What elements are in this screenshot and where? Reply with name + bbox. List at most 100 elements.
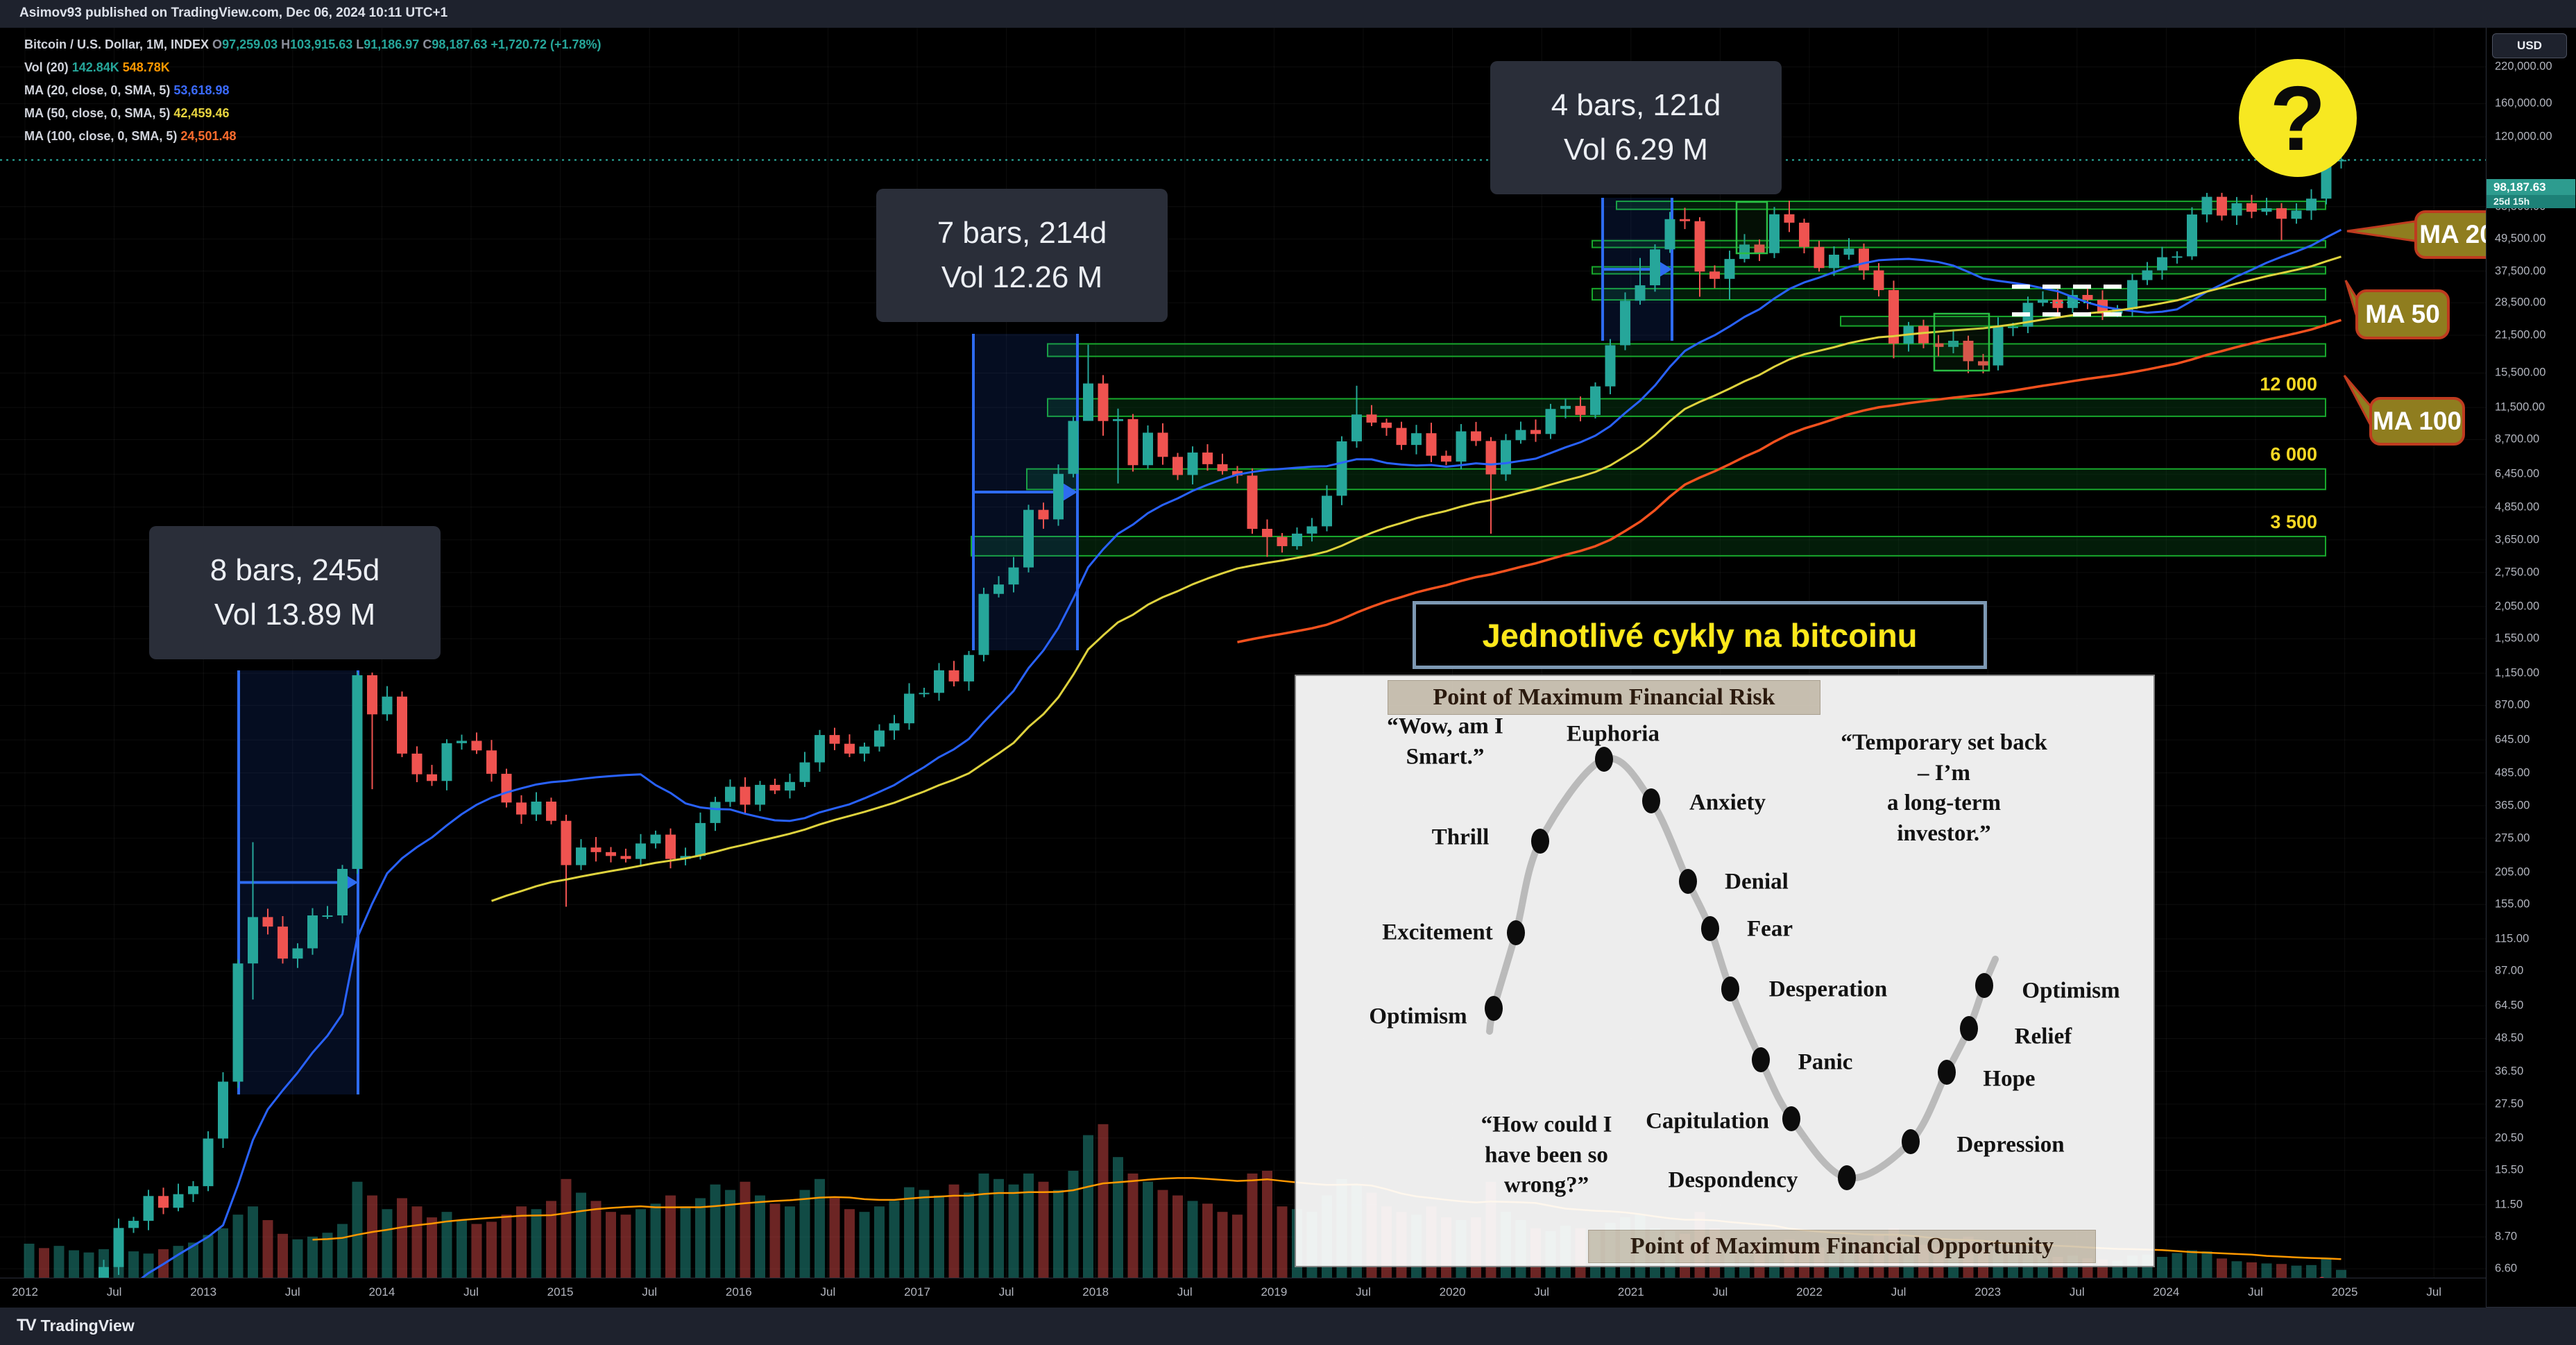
candle-body: [99, 1267, 109, 1278]
volume-bar: [2246, 1262, 2257, 1278]
candle-body: [978, 593, 989, 655]
volume-bar: [128, 1251, 139, 1278]
candle-body: [919, 693, 930, 695]
volume-bar: [457, 1220, 467, 1278]
volume-bar: [322, 1233, 333, 1278]
cycle-stage-label: Desperation: [1768, 976, 1888, 1002]
volume-bar: [218, 1228, 228, 1278]
time-axis[interactable]: 2012 Jul 2013 Jul 2014 Jul 2015 Jul 2016 Jul 2017 J…: [0, 1278, 2486, 1308]
candle-body: [620, 856, 631, 859]
highlight-box: [1933, 312, 1990, 372]
candle-body: [606, 852, 616, 856]
candle-body: [1501, 440, 1511, 475]
candle-body: [2082, 294, 2093, 300]
time-tick: Jul: [106, 1285, 122, 1299]
candle-body: [1978, 361, 1988, 366]
cycle-stage-dot: [1507, 920, 1525, 945]
candle-body: [1038, 509, 1049, 520]
cycle-stage-dot: [1938, 1060, 1956, 1085]
candle-body: [2157, 257, 2167, 271]
time-tick: 2024: [2153, 1285, 2180, 1299]
volume-bar: [69, 1250, 79, 1278]
legend-text: MA (50, close, 0, SMA, 5): [24, 106, 174, 120]
ma-50-line: [491, 255, 2342, 902]
candle-body: [1456, 431, 1467, 462]
candle-body: [725, 786, 735, 802]
candle-body: [665, 834, 676, 859]
volume-bar: [531, 1209, 542, 1278]
price-tick: 1,150.00: [2495, 666, 2540, 679]
candle-body: [576, 847, 586, 865]
price-tick: 15,500.00: [2495, 366, 2546, 379]
chart-pane[interactable]: 12 000 6 000 3 500 Bitcoin / U.S. Dollar, …: [0, 28, 2486, 1278]
volume-bar: [292, 1239, 303, 1278]
volume-bar: [1127, 1173, 1138, 1278]
cycle-stage-dot: [1721, 976, 1739, 1001]
candle-body: [2261, 208, 2272, 212]
candle-body: [1873, 270, 1884, 290]
price-tick: 64.50: [2495, 999, 2524, 1012]
bar-close-countdown: 25d 15h: [2487, 195, 2575, 208]
price-tick: 275.00: [2495, 831, 2530, 845]
candle-body: [993, 584, 1004, 594]
candle-body: [740, 786, 751, 805]
candle-body: [1829, 255, 1839, 269]
candle-body: [203, 1138, 214, 1187]
candle-body: [1098, 383, 1109, 421]
volume-bar: [1143, 1181, 1153, 1278]
candle-body: [874, 730, 885, 747]
candle-body: [1993, 326, 2004, 366]
candle-body: [2291, 210, 2302, 219]
volume-bar: [352, 1181, 363, 1278]
candle-body: [1963, 340, 1974, 362]
time-tick: 2023: [1974, 1285, 2002, 1299]
candle-body: [322, 915, 333, 917]
candle-body: [113, 1228, 124, 1267]
ma-callout-ma50: MA 50: [2355, 289, 2450, 339]
candle-body: [1008, 567, 1019, 585]
tradingview-logo[interactable]: TV TradingView: [17, 1316, 135, 1335]
volume-bar: [337, 1224, 348, 1278]
candle-body: [501, 773, 512, 803]
candle-body: [636, 843, 646, 859]
candle-body: [1515, 430, 1526, 441]
currency-toggle-button[interactable]: USD: [2492, 33, 2567, 58]
candle-body: [1724, 259, 1735, 279]
time-tick: Jul: [1712, 1285, 1728, 1299]
candle-body: [1739, 244, 1750, 260]
time-tick: 2020: [1439, 1285, 1466, 1299]
publish-attribution: Asimov93 published on TradingView.com, D…: [19, 6, 448, 20]
legend-text: 53,618.98: [173, 83, 230, 97]
price-scale[interactable]: USD 98,187.63 25d 15h 220,000.00 160,000.…: [2486, 28, 2576, 1307]
candle-body: [248, 917, 258, 964]
volume-bar: [620, 1215, 631, 1278]
candle-body: [1351, 414, 1362, 441]
time-tick: Jul: [1891, 1285, 1907, 1299]
volume-bar: [486, 1221, 497, 1278]
volume-bar: [2201, 1251, 2212, 1278]
highlight-box: [1735, 201, 1768, 255]
volume-bar: [1008, 1184, 1019, 1278]
cycle-stage-label: Hope: [1983, 1066, 2036, 1092]
candle-body: [1680, 219, 1690, 221]
measure-volume-text: Vol 12.26 M: [941, 260, 1103, 294]
candle-body: [471, 741, 482, 751]
candle-body: [1664, 219, 1675, 250]
volume-bar: [173, 1246, 184, 1278]
price-tick: 365.00: [2495, 799, 2530, 812]
candle-body: [278, 927, 288, 959]
time-tick: Jul: [2426, 1285, 2442, 1299]
cycle-stage-label: Despondency: [1668, 1167, 1798, 1193]
legend-ma50-row: MA (50, close, 0, SMA, 5) 42,459.46: [24, 102, 602, 125]
price-tick: 49,500.00: [2495, 232, 2546, 245]
candle-body: [262, 917, 273, 927]
volume-bar: [859, 1212, 870, 1278]
candle-body: [2276, 208, 2287, 219]
legend-text: MA (100, close, 0, SMA, 5): [24, 129, 181, 143]
volume-bar: [799, 1190, 810, 1278]
chart-title-callout: Jednotlivé cykly na bitcoinu: [1413, 601, 1987, 669]
candle-body: [143, 1196, 154, 1221]
cycle-stage-label: Excitement: [1382, 920, 1493, 945]
candle-body: [650, 834, 661, 844]
legend-text: MA (20, close, 0, SMA, 5): [24, 83, 174, 97]
